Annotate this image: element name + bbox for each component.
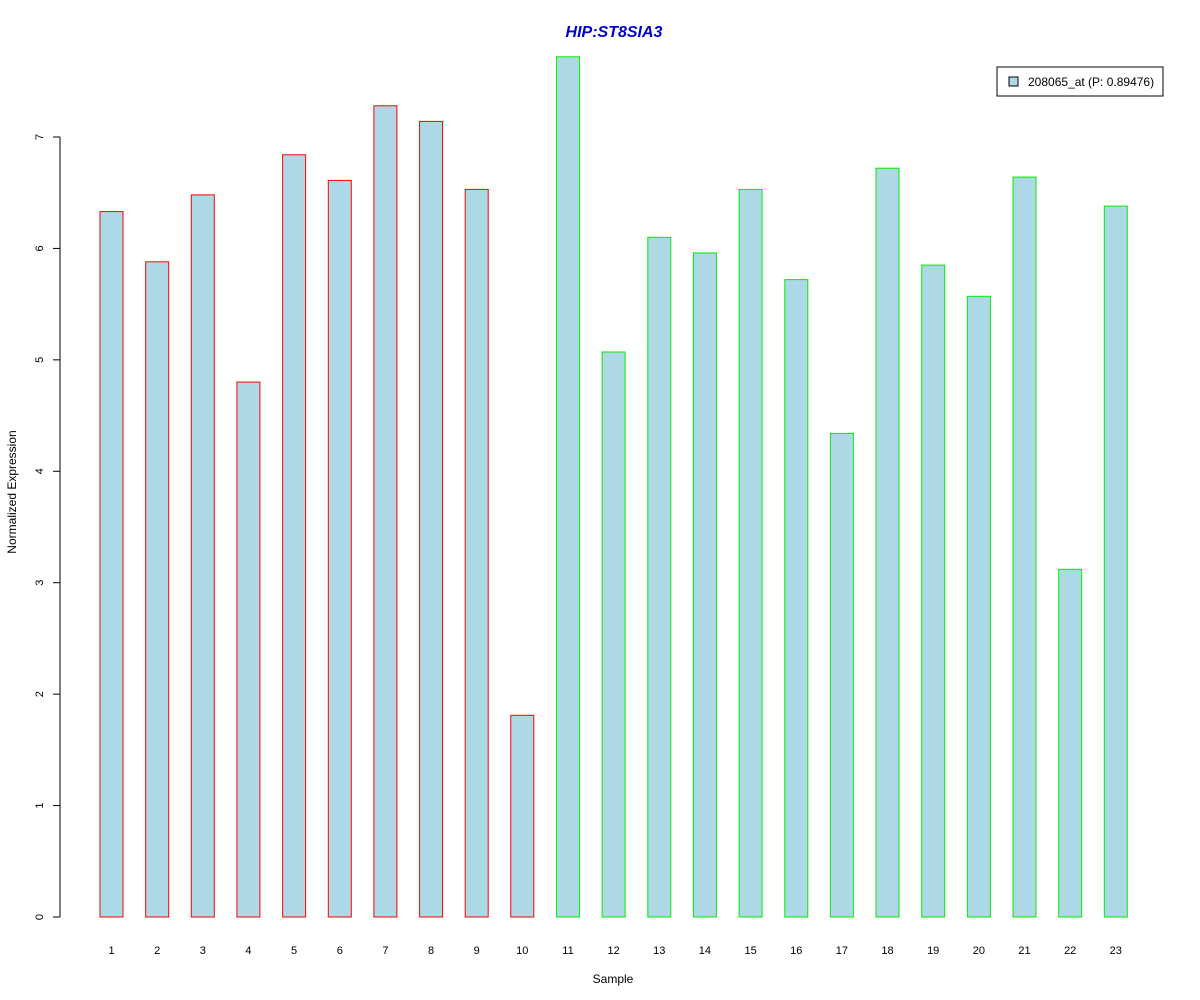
bar-sample-14 [692,252,717,918]
legend-box [996,66,1164,97]
bar-sample-12 [601,351,626,918]
x-tick-label: 6 [337,945,343,957]
bar-sample-11 [556,56,580,918]
chart-title: HIP:ST8SIA3 [566,24,663,41]
x-tick-label: 10 [516,945,528,957]
y-axis-title: Normalized Expression [5,430,19,553]
x-tick-label: 3 [200,945,206,957]
x-tick-label: 16 [790,945,802,957]
bar-sample-9 [464,188,489,918]
bar-sample-22 [1058,568,1083,918]
y-tick-label: 3 [34,580,46,586]
bar-sample-18 [875,167,900,918]
x-tick-label: 9 [474,945,480,957]
x-tick-label: 12 [607,945,619,957]
bar-sample-15 [738,188,763,918]
bar-sample-19 [921,264,946,918]
legend: 208065_at (P: 0.89476) [996,66,1164,97]
bar-sample-5 [282,154,307,918]
x-tick-label: 8 [428,945,434,957]
x-tick-label: 21 [1018,945,1030,957]
x-tick-label: 5 [291,945,297,957]
bar-sample-13 [647,236,672,918]
bar-sample-7 [373,105,398,918]
bar-sample-6 [327,179,352,918]
x-tick-label: 23 [1110,945,1122,957]
x-tick-label: 7 [382,945,388,957]
y-tick-label: 0 [34,914,46,920]
y-tick-label: 6 [34,245,46,251]
y-tick-label: 1 [34,803,46,809]
bar-sample-23 [1103,205,1128,918]
x-tick-label: 17 [836,945,848,957]
bar-sample-10 [510,714,535,918]
x-tick-label: 15 [744,945,756,957]
x-tick-label: 11 [562,945,573,957]
y-tick-label: 5 [34,357,46,363]
bar-sample-16 [784,279,809,918]
bar-sample-1 [99,211,124,918]
y-tick-label: 4 [34,468,46,474]
x-tick-label: 13 [653,945,665,957]
x-tick-label: 4 [245,945,251,957]
x-tick-label: 1 [108,945,114,957]
bar-sample-3 [190,194,215,918]
legend-swatch [1008,76,1019,87]
y-tick-label: 7 [34,134,46,140]
bar-sample-21 [1012,176,1037,918]
bar-sample-2 [145,261,170,918]
bar-sample-4 [236,381,261,918]
x-tick-label: 18 [881,945,893,957]
bar-sample-8 [419,120,444,918]
x-axis-title: Sample [593,972,634,986]
legend-label: 208065_at (P: 0.89476) [1028,75,1154,89]
y-tick-label: 2 [34,691,46,697]
x-tick-label: 19 [927,945,939,957]
y-axis: 0 1 2 3 4 5 6 7 [34,134,61,920]
bar-sample-20 [966,295,991,918]
x-tick-label: 2 [154,945,160,957]
x-tick-label: 14 [699,945,711,957]
bars-layer [99,56,1128,918]
x-axis: 1 2 3 4 5 6 7 8 9 10 11 12 13 14 15 16 17 18 19 20 21 22 23 [108,945,1121,957]
x-tick-label: 22 [1064,945,1076,957]
bar-sample-17 [829,432,854,918]
x-tick-label: 20 [973,945,985,957]
